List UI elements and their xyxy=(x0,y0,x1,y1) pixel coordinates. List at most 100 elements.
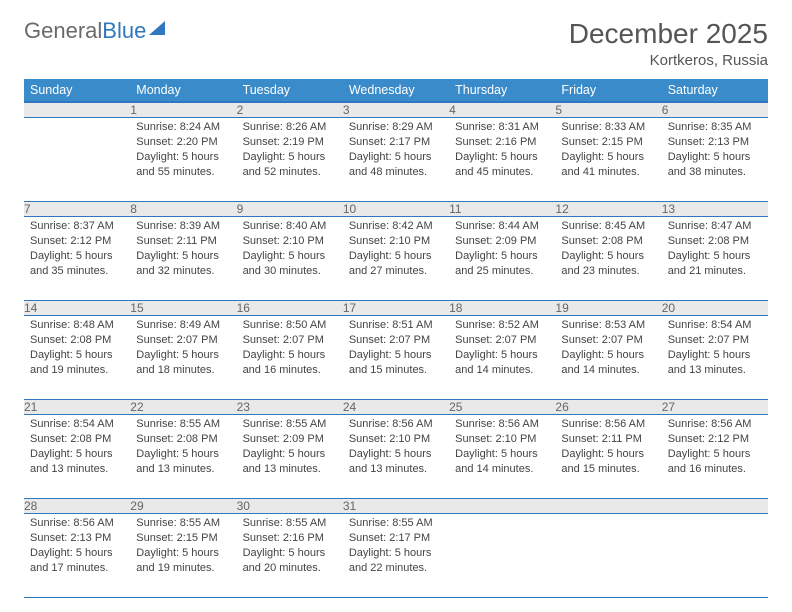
day-cell: Sunrise: 8:42 AMSunset: 2:10 PMDaylight:… xyxy=(343,217,449,301)
day-cell: Sunrise: 8:51 AMSunset: 2:07 PMDaylight:… xyxy=(343,316,449,400)
day-cell xyxy=(24,118,130,202)
day-cell: Sunrise: 8:40 AMSunset: 2:10 PMDaylight:… xyxy=(237,217,343,301)
day-cell: Sunrise: 8:55 AMSunset: 2:16 PMDaylight:… xyxy=(237,514,343,598)
day-number: 13 xyxy=(662,202,768,217)
day-cell: Sunrise: 8:55 AMSunset: 2:15 PMDaylight:… xyxy=(130,514,236,598)
day-info: Sunrise: 8:26 AMSunset: 2:19 PMDaylight:… xyxy=(237,118,343,185)
day-number: 2 xyxy=(237,102,343,118)
day-cell: Sunrise: 8:55 AMSunset: 2:17 PMDaylight:… xyxy=(343,514,449,598)
day-info: Sunrise: 8:39 AMSunset: 2:11 PMDaylight:… xyxy=(130,217,236,284)
day-info: Sunrise: 8:55 AMSunset: 2:17 PMDaylight:… xyxy=(343,514,449,581)
day-cell: Sunrise: 8:44 AMSunset: 2:09 PMDaylight:… xyxy=(449,217,555,301)
day-info: Sunrise: 8:56 AMSunset: 2:11 PMDaylight:… xyxy=(555,415,661,482)
weekday-header: Thursday xyxy=(449,79,555,102)
day-number: 8 xyxy=(130,202,236,217)
weekday-header: Friday xyxy=(555,79,661,102)
day-cell: Sunrise: 8:56 AMSunset: 2:12 PMDaylight:… xyxy=(662,415,768,499)
day-info: Sunrise: 8:55 AMSunset: 2:08 PMDaylight:… xyxy=(130,415,236,482)
weekday-header: Tuesday xyxy=(237,79,343,102)
day-cell: Sunrise: 8:56 AMSunset: 2:10 PMDaylight:… xyxy=(343,415,449,499)
day-number: 21 xyxy=(24,400,130,415)
day-info: Sunrise: 8:56 AMSunset: 2:10 PMDaylight:… xyxy=(449,415,555,482)
day-number: 9 xyxy=(237,202,343,217)
day-info: Sunrise: 8:48 AMSunset: 2:08 PMDaylight:… xyxy=(24,316,130,383)
day-number: 31 xyxy=(343,499,449,514)
day-number: 3 xyxy=(343,102,449,118)
day-info: Sunrise: 8:29 AMSunset: 2:17 PMDaylight:… xyxy=(343,118,449,185)
day-cell: Sunrise: 8:49 AMSunset: 2:07 PMDaylight:… xyxy=(130,316,236,400)
day-number: 23 xyxy=(237,400,343,415)
day-number: 5 xyxy=(555,102,661,118)
calendar: SundayMondayTuesdayWednesdayThursdayFrid… xyxy=(24,79,768,598)
day-cell: Sunrise: 8:54 AMSunset: 2:08 PMDaylight:… xyxy=(24,415,130,499)
day-cell xyxy=(662,514,768,598)
day-number: 25 xyxy=(449,400,555,415)
day-cell: Sunrise: 8:56 AMSunset: 2:13 PMDaylight:… xyxy=(24,514,130,598)
calendar-head: SundayMondayTuesdayWednesdayThursdayFrid… xyxy=(24,79,768,102)
day-info: Sunrise: 8:33 AMSunset: 2:15 PMDaylight:… xyxy=(555,118,661,185)
day-info: Sunrise: 8:37 AMSunset: 2:12 PMDaylight:… xyxy=(24,217,130,284)
header: GeneralBlue December 2025 Kortkeros, Rus… xyxy=(24,18,768,69)
logo-icon xyxy=(149,21,165,35)
day-info: Sunrise: 8:50 AMSunset: 2:07 PMDaylight:… xyxy=(237,316,343,383)
day-cell: Sunrise: 8:33 AMSunset: 2:15 PMDaylight:… xyxy=(555,118,661,202)
day-number: 1 xyxy=(130,102,236,118)
day-number: 28 xyxy=(24,499,130,514)
day-cell: Sunrise: 8:29 AMSunset: 2:17 PMDaylight:… xyxy=(343,118,449,202)
day-info: Sunrise: 8:55 AMSunset: 2:09 PMDaylight:… xyxy=(237,415,343,482)
day-info: Sunrise: 8:56 AMSunset: 2:10 PMDaylight:… xyxy=(343,415,449,482)
day-number: 29 xyxy=(130,499,236,514)
day-info: Sunrise: 8:47 AMSunset: 2:08 PMDaylight:… xyxy=(662,217,768,284)
day-cell: Sunrise: 8:56 AMSunset: 2:11 PMDaylight:… xyxy=(555,415,661,499)
weekday-header: Saturday xyxy=(662,79,768,102)
day-cell: Sunrise: 8:52 AMSunset: 2:07 PMDaylight:… xyxy=(449,316,555,400)
day-info: Sunrise: 8:42 AMSunset: 2:10 PMDaylight:… xyxy=(343,217,449,284)
day-cell: Sunrise: 8:56 AMSunset: 2:10 PMDaylight:… xyxy=(449,415,555,499)
weekday-header: Wednesday xyxy=(343,79,449,102)
day-number: 16 xyxy=(237,301,343,316)
day-cell: Sunrise: 8:24 AMSunset: 2:20 PMDaylight:… xyxy=(130,118,236,202)
month-year: December 2025 xyxy=(569,18,768,50)
day-cell xyxy=(555,514,661,598)
day-number: 18 xyxy=(449,301,555,316)
day-info: Sunrise: 8:31 AMSunset: 2:16 PMDaylight:… xyxy=(449,118,555,185)
day-info: Sunrise: 8:54 AMSunset: 2:07 PMDaylight:… xyxy=(662,316,768,383)
calendar-body: 123456Sunrise: 8:24 AMSunset: 2:20 PMDay… xyxy=(24,102,768,598)
day-number: 17 xyxy=(343,301,449,316)
day-info: Sunrise: 8:53 AMSunset: 2:07 PMDaylight:… xyxy=(555,316,661,383)
day-info: Sunrise: 8:55 AMSunset: 2:15 PMDaylight:… xyxy=(130,514,236,581)
day-cell: Sunrise: 8:39 AMSunset: 2:11 PMDaylight:… xyxy=(130,217,236,301)
day-info: Sunrise: 8:40 AMSunset: 2:10 PMDaylight:… xyxy=(237,217,343,284)
day-number: 12 xyxy=(555,202,661,217)
logo-word2: Blue xyxy=(102,18,146,44)
day-number: 22 xyxy=(130,400,236,415)
day-number: 11 xyxy=(449,202,555,217)
title-block: December 2025 Kortkeros, Russia xyxy=(569,18,768,69)
day-number xyxy=(449,499,555,514)
day-number: 30 xyxy=(237,499,343,514)
day-info: Sunrise: 8:56 AMSunset: 2:12 PMDaylight:… xyxy=(662,415,768,482)
location: Kortkeros, Russia xyxy=(569,52,768,69)
day-info: Sunrise: 8:44 AMSunset: 2:09 PMDaylight:… xyxy=(449,217,555,284)
day-number xyxy=(555,499,661,514)
day-cell: Sunrise: 8:45 AMSunset: 2:08 PMDaylight:… xyxy=(555,217,661,301)
day-number: 15 xyxy=(130,301,236,316)
weekday-header: Sunday xyxy=(24,79,130,102)
day-cell: Sunrise: 8:55 AMSunset: 2:09 PMDaylight:… xyxy=(237,415,343,499)
day-cell: Sunrise: 8:55 AMSunset: 2:08 PMDaylight:… xyxy=(130,415,236,499)
day-number: 26 xyxy=(555,400,661,415)
day-number: 24 xyxy=(343,400,449,415)
day-info: Sunrise: 8:35 AMSunset: 2:13 PMDaylight:… xyxy=(662,118,768,185)
logo-word1: General xyxy=(24,18,102,44)
day-info: Sunrise: 8:24 AMSunset: 2:20 PMDaylight:… xyxy=(130,118,236,185)
day-info: Sunrise: 8:52 AMSunset: 2:07 PMDaylight:… xyxy=(449,316,555,383)
day-info: Sunrise: 8:54 AMSunset: 2:08 PMDaylight:… xyxy=(24,415,130,482)
day-number: 6 xyxy=(662,102,768,118)
day-cell: Sunrise: 8:37 AMSunset: 2:12 PMDaylight:… xyxy=(24,217,130,301)
day-info: Sunrise: 8:49 AMSunset: 2:07 PMDaylight:… xyxy=(130,316,236,383)
day-number: 20 xyxy=(662,301,768,316)
day-info: Sunrise: 8:51 AMSunset: 2:07 PMDaylight:… xyxy=(343,316,449,383)
day-number: 19 xyxy=(555,301,661,316)
day-cell: Sunrise: 8:31 AMSunset: 2:16 PMDaylight:… xyxy=(449,118,555,202)
day-cell: Sunrise: 8:35 AMSunset: 2:13 PMDaylight:… xyxy=(662,118,768,202)
